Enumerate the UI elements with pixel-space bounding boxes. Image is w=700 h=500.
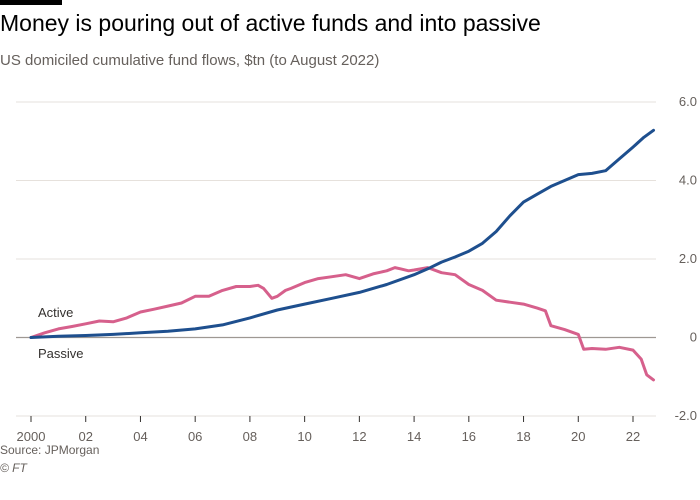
x-tick-label: 02 <box>78 429 92 444</box>
x-tick-label: 18 <box>516 429 530 444</box>
brand-bar <box>0 0 62 5</box>
x-tick-label: 20 <box>571 429 585 444</box>
series-line-passive <box>29 128 655 339</box>
series-label-passive: Passive <box>38 346 84 361</box>
y-tick-label: 0 <box>690 330 697 345</box>
x-tick-label: 22 <box>626 429 640 444</box>
y-tick-label: 4.0 <box>679 173 697 188</box>
x-tick-label: 16 <box>462 429 476 444</box>
x-tick-label: 2000 <box>17 429 46 444</box>
y-tick-label: 2.0 <box>679 251 697 266</box>
y-tick-label: -2.0 <box>675 408 697 423</box>
credit-note: © FT <box>0 461 27 475</box>
y-tick-label: 6.0 <box>679 94 697 109</box>
source-note: Source: JPMorgan <box>0 443 100 457</box>
chart-subtitle: US domiciled cumulative fund flows, $tn … <box>0 52 380 69</box>
series-label-active: Active <box>38 305 73 320</box>
series-line-active <box>29 266 655 382</box>
chart-title: Money is pouring out of active funds and… <box>0 10 541 36</box>
x-tick-label: 14 <box>407 429 421 444</box>
x-tick-label: 04 <box>133 429 147 444</box>
x-tick-label: 10 <box>297 429 311 444</box>
x-tick-label: 12 <box>352 429 366 444</box>
x-tick-label: 06 <box>188 429 202 444</box>
x-tick-label: 08 <box>243 429 257 444</box>
